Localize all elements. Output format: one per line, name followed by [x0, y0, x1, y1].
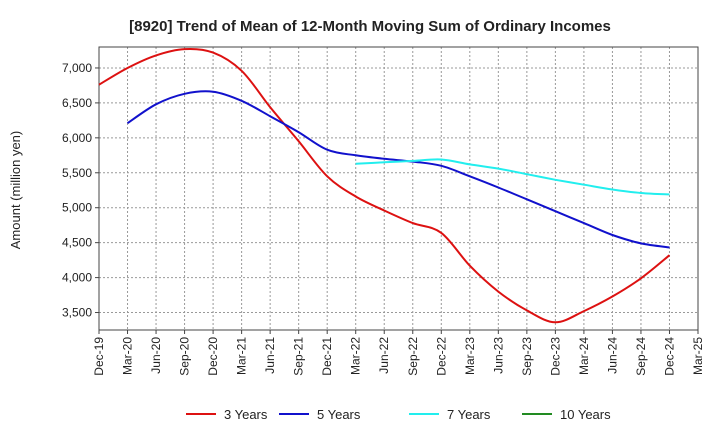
x-tick-label-16: Dec-23 — [548, 337, 562, 376]
legend-label-10-years: 10 Years — [560, 407, 611, 422]
legend-label-5-years: 5 Years — [317, 407, 361, 422]
legend-label-3-years: 3 Years — [224, 407, 268, 422]
x-tick-label-0: Dec-19 — [92, 337, 106, 376]
x-tick-label-5: Mar-21 — [235, 337, 249, 375]
x-tick-label-17: Mar-24 — [577, 337, 591, 375]
y-axis-label: Amount (million yen) — [8, 131, 23, 250]
y-tick-label-3: 5,000 — [62, 201, 92, 215]
y-tick-label-7: 7,000 — [62, 61, 92, 75]
y-tick-label-0: 3,500 — [62, 306, 92, 320]
x-tick-label-3: Sep-20 — [178, 337, 192, 376]
y-tick-label-1: 4,000 — [62, 271, 92, 285]
y-tick-label-2: 4,500 — [62, 236, 92, 250]
x-tick-label-7: Sep-21 — [292, 337, 306, 376]
y-tick-label-4: 5,500 — [62, 166, 92, 180]
x-tick-label-10: Jun-22 — [377, 337, 391, 374]
legend: 3 Years 5 Years 7 Years 10 Years — [186, 407, 611, 422]
chart-title: [8920] Trend of Mean of 12-Month Moving … — [129, 18, 611, 35]
x-tick-label-15: Sep-23 — [520, 337, 534, 376]
series-group — [98, 47, 671, 324]
x-axis: Dec-19 Mar-20 Jun-20 Sep-20 Dec-20 Mar-21 Jun-… — [92, 330, 705, 376]
x-tick-label-12: Dec-22 — [434, 337, 448, 376]
x-tick-label-18: Jun-24 — [605, 337, 619, 374]
plot-frame — [98, 46, 699, 331]
x-tick-label-6: Jun-21 — [263, 337, 277, 374]
x-tick-label-19: Sep-24 — [634, 337, 648, 376]
series-line-5-years — [126, 90, 670, 249]
plot-area — [99, 47, 698, 330]
x-tick-label-4: Dec-20 — [206, 337, 220, 376]
x-tick-label-9: Mar-22 — [349, 337, 363, 375]
x-tick-label-11: Sep-22 — [406, 337, 420, 376]
x-tick-label-2: Jun-20 — [149, 337, 163, 374]
series-line-3-years — [98, 47, 671, 324]
y-tick-label-5: 6,000 — [62, 131, 92, 145]
x-tick-label-13: Mar-23 — [463, 337, 477, 375]
legend-label-7-years: 7 Years — [447, 407, 491, 422]
x-tick-label-8: Dec-21 — [320, 337, 334, 376]
x-tick-label-14: Jun-23 — [491, 337, 505, 374]
x-tick-label-20: Dec-24 — [662, 337, 676, 376]
x-tick-label-21: Mar-25 — [691, 337, 705, 375]
y-axis: 3,500 4,000 4,500 5,000 5,500 6,000 6,500 7,000 — [62, 61, 99, 320]
x-tick-label-1: Mar-20 — [121, 337, 135, 375]
series-line-7-years — [355, 158, 670, 196]
y-tick-label-6: 6,500 — [62, 96, 92, 110]
